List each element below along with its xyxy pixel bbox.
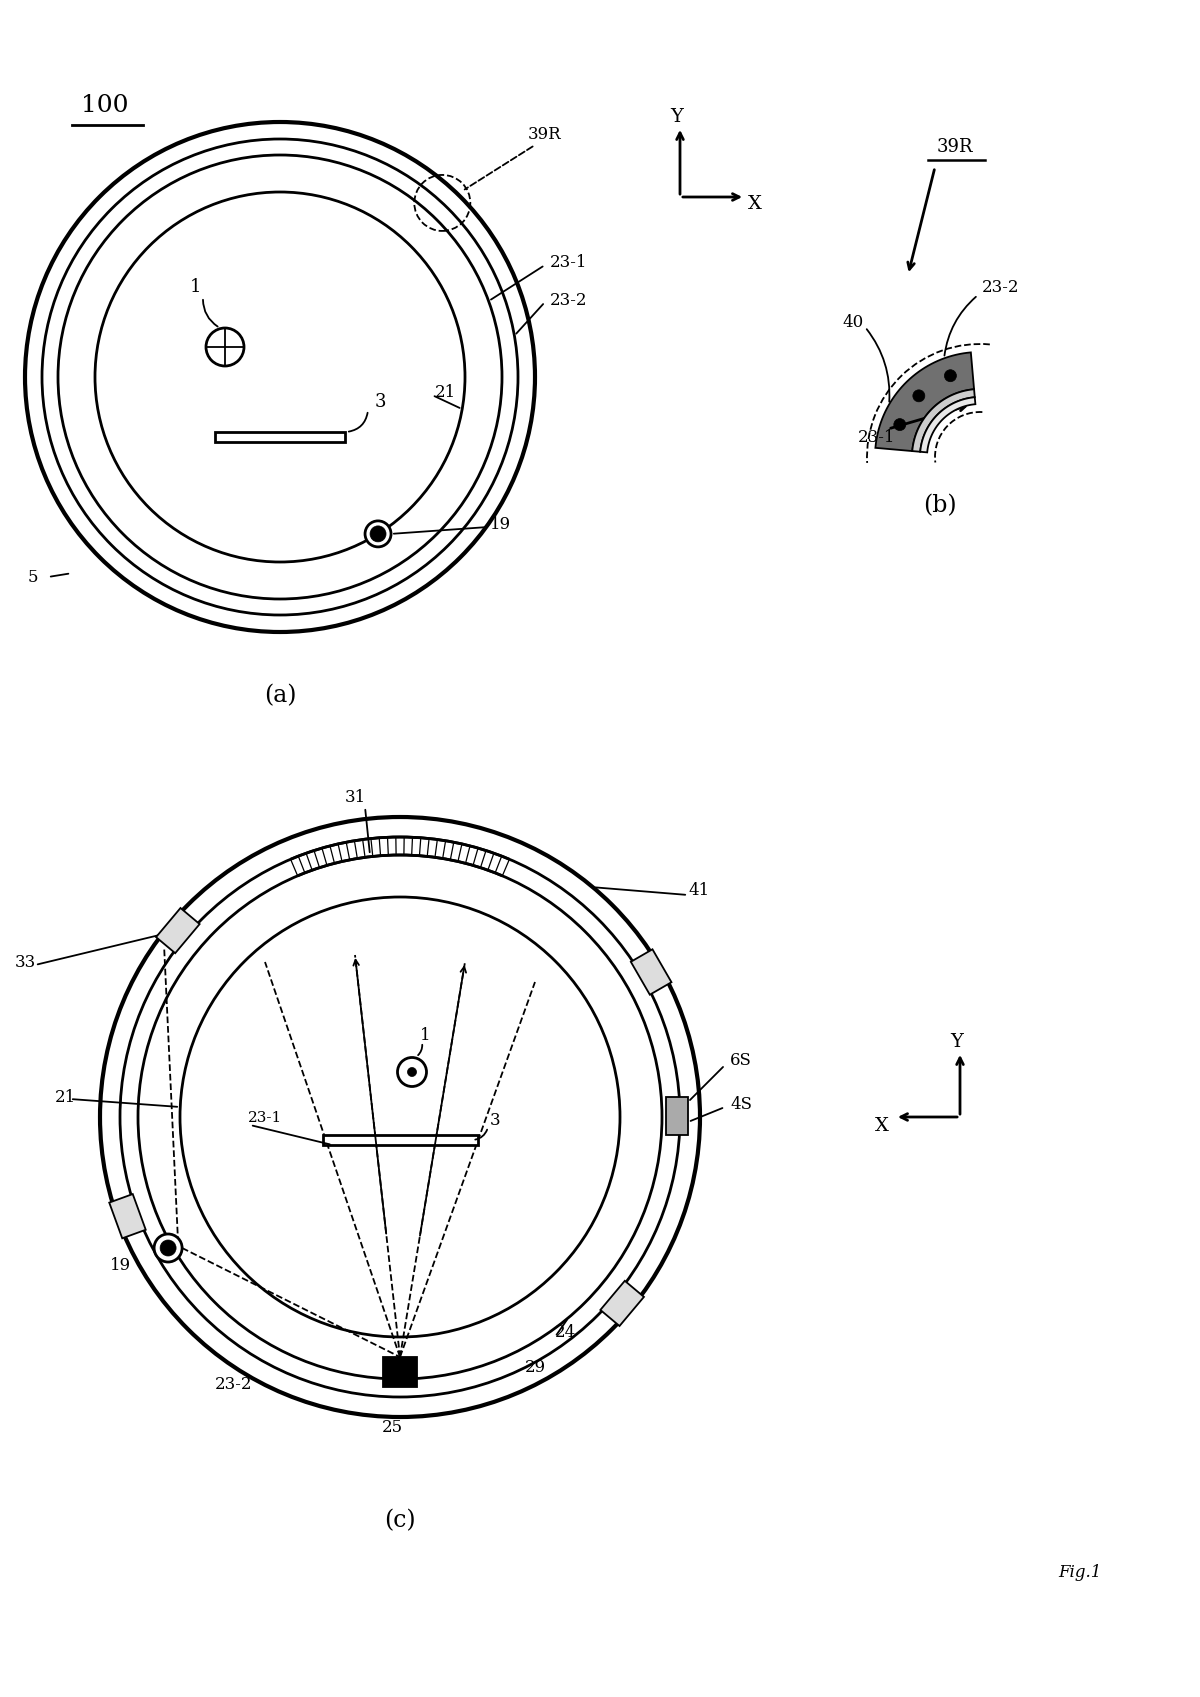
Text: Y: Y — [670, 109, 683, 126]
Text: 29: 29 — [526, 1359, 546, 1376]
Text: 23-1: 23-1 — [550, 255, 588, 272]
Text: 3: 3 — [490, 1112, 500, 1129]
Polygon shape — [109, 1195, 145, 1239]
Text: 23-1: 23-1 — [858, 429, 895, 446]
Text: Y: Y — [950, 1033, 962, 1050]
Bar — [323, 1135, 478, 1145]
Text: 19: 19 — [110, 1257, 131, 1274]
Polygon shape — [920, 397, 976, 453]
Circle shape — [408, 1067, 416, 1076]
Text: 40: 40 — [842, 314, 863, 331]
Circle shape — [365, 521, 391, 546]
Text: 23-2: 23-2 — [550, 292, 588, 309]
Text: (a): (a) — [264, 684, 296, 708]
Text: 33: 33 — [14, 954, 36, 971]
Text: 21: 21 — [434, 384, 456, 400]
Text: 100: 100 — [82, 93, 128, 117]
Text: 39R: 39R — [937, 137, 973, 156]
Circle shape — [154, 1234, 182, 1263]
Text: 21: 21 — [55, 1089, 77, 1106]
Circle shape — [944, 370, 956, 382]
Circle shape — [160, 1241, 176, 1256]
Text: Fig.1: Fig.1 — [1058, 1565, 1102, 1582]
Text: 41: 41 — [688, 882, 709, 899]
Text: 31: 31 — [346, 789, 366, 806]
Polygon shape — [912, 389, 974, 451]
Text: 23-2: 23-2 — [215, 1376, 252, 1393]
Text: (c): (c) — [384, 1509, 416, 1532]
Polygon shape — [156, 908, 199, 954]
Polygon shape — [631, 949, 672, 994]
Text: 24: 24 — [554, 1324, 576, 1341]
Text: 23-1: 23-1 — [248, 1112, 282, 1125]
Text: 19: 19 — [490, 516, 511, 533]
Text: 6S: 6S — [730, 1052, 752, 1069]
Circle shape — [370, 526, 386, 541]
Polygon shape — [875, 353, 974, 451]
Text: 23-2: 23-2 — [982, 278, 1020, 295]
Text: 39R: 39R — [528, 126, 562, 143]
Text: 5: 5 — [28, 568, 38, 585]
Polygon shape — [600, 1281, 644, 1325]
Text: 25: 25 — [382, 1419, 403, 1436]
Text: 3: 3 — [374, 394, 386, 411]
Circle shape — [894, 419, 906, 431]
Text: (b): (b) — [923, 494, 956, 518]
Text: 1: 1 — [420, 1027, 431, 1044]
Bar — [215, 433, 346, 441]
Bar — [666, 1096, 688, 1135]
Circle shape — [913, 390, 925, 402]
Text: X: X — [748, 195, 762, 214]
Text: 1: 1 — [190, 278, 202, 295]
Bar — [383, 1358, 418, 1386]
Text: 4S: 4S — [730, 1096, 752, 1113]
Text: X: X — [875, 1117, 889, 1135]
